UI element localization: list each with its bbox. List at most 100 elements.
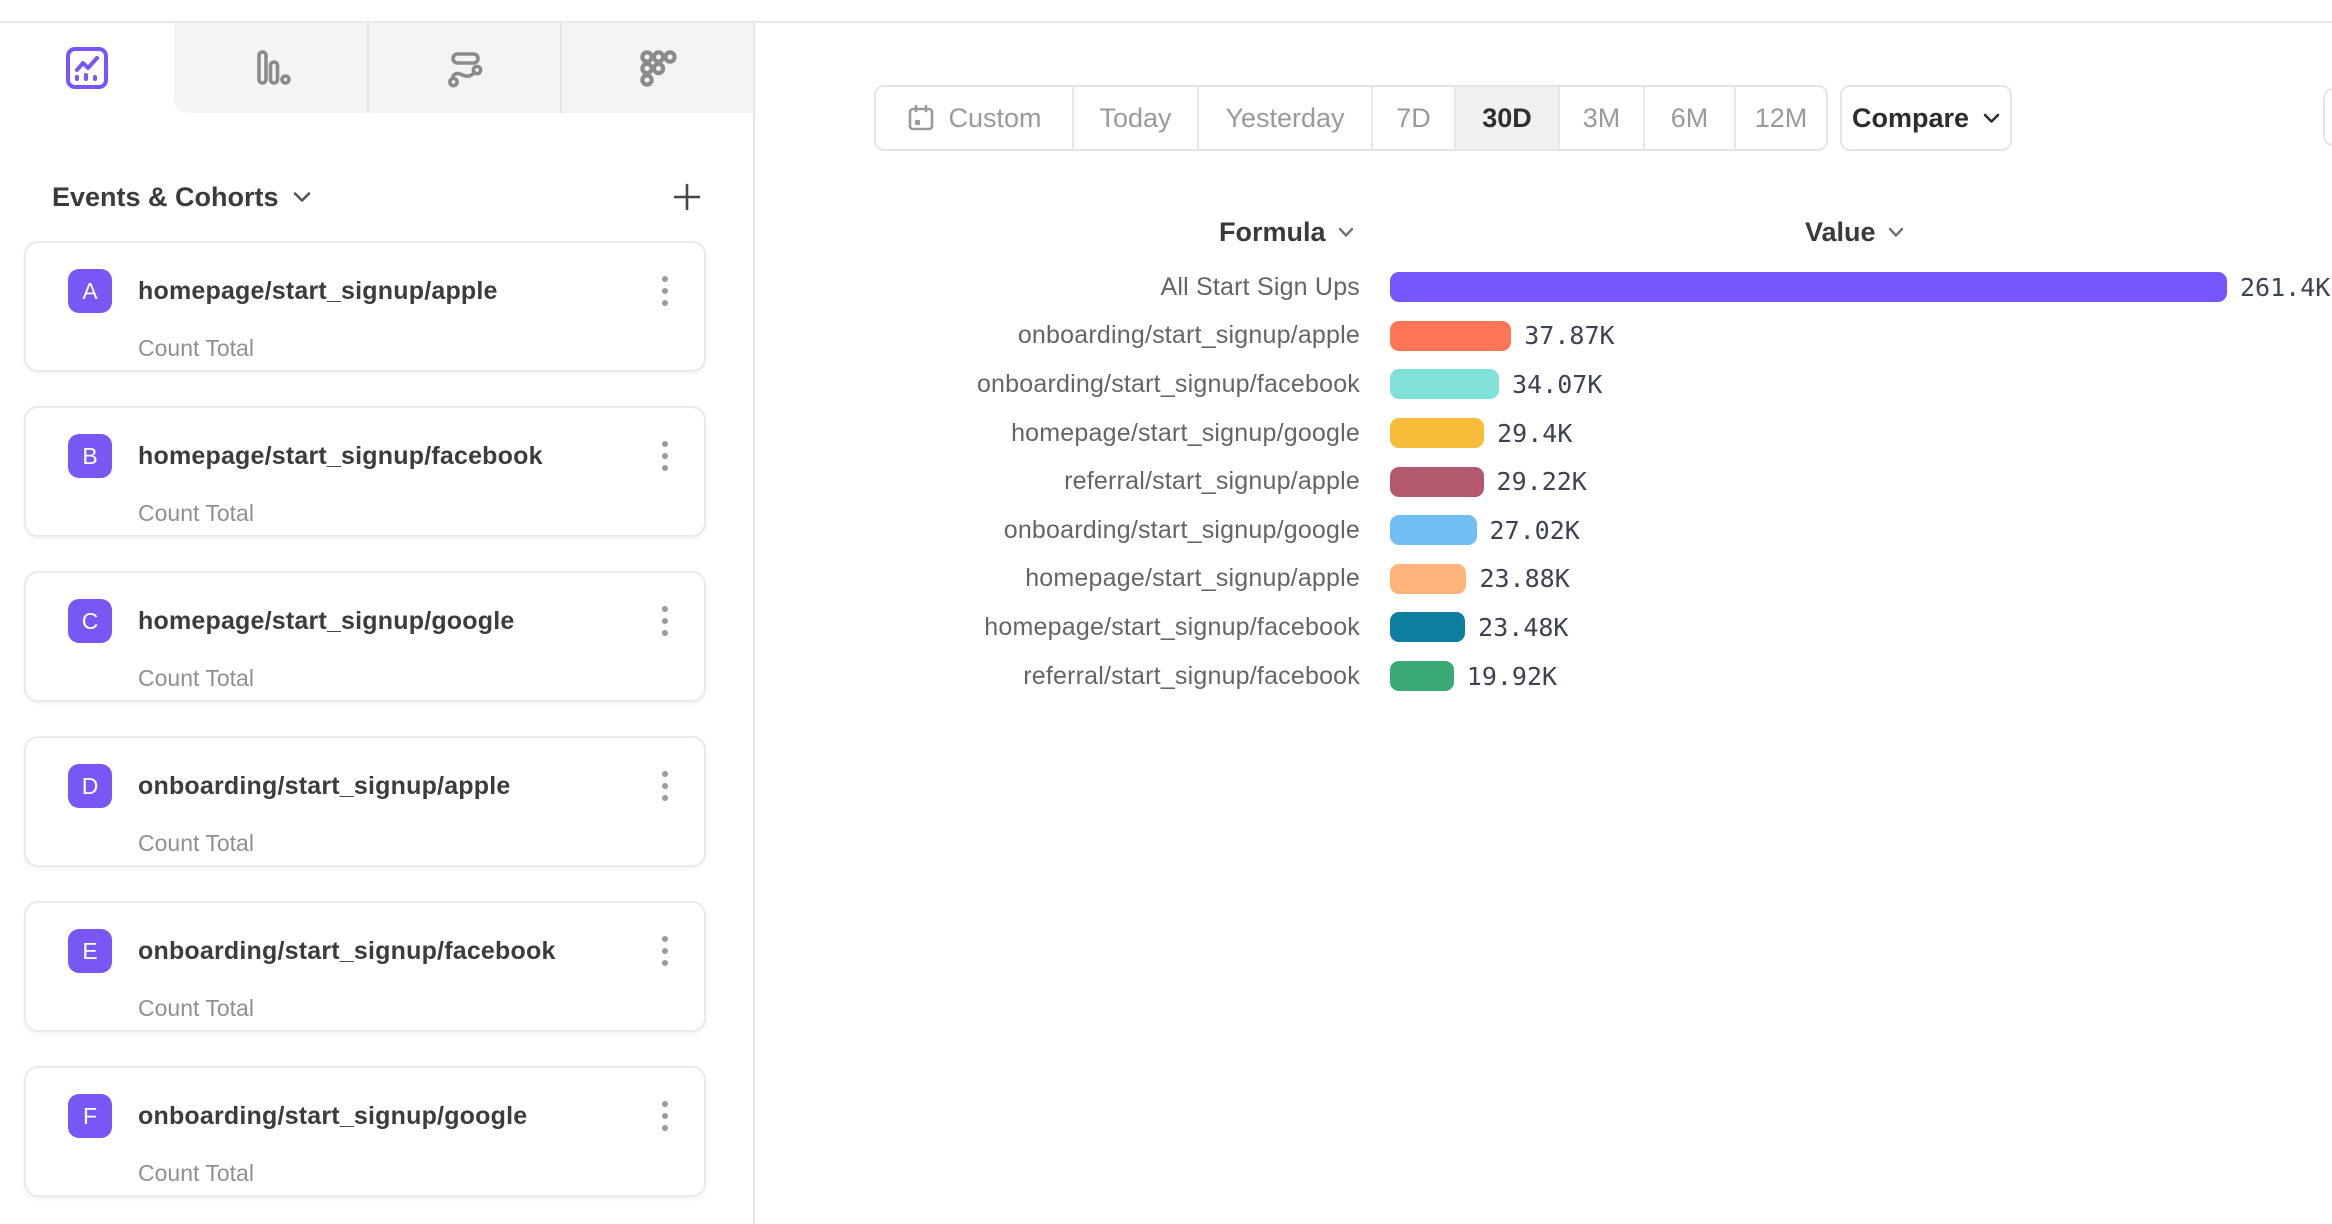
date-range-custom[interactable]: Custom (876, 87, 1072, 149)
chart-row: onboarding/start_signup/facebook 34.07K (760, 360, 2332, 409)
bar[interactable] (1390, 563, 1467, 594)
event-badge: E (68, 929, 112, 973)
bar-value: 27.02K (1489, 515, 1580, 545)
formula-header-label: Formula (1219, 217, 1326, 247)
formula-column-header[interactable]: Formula (1219, 217, 1354, 248)
clipped-right-button[interactable] (2323, 88, 2332, 146)
tab-insights[interactable] (0, 23, 174, 113)
date-range-label: 12M (1754, 102, 1808, 133)
event-metric[interactable]: Count Total (138, 500, 254, 526)
event-name: homepage/start_signup/facebook (138, 441, 543, 470)
bar[interactable] (1390, 515, 1477, 546)
kebab-menu-icon[interactable] (656, 1097, 674, 1135)
event-name: homepage/start_signup/apple (138, 276, 498, 305)
bar[interactable] (1390, 661, 1454, 692)
chart-row: referral/start_signup/facebook 19.92K (760, 652, 2332, 701)
date-range-label: 7D (1396, 102, 1431, 133)
events-cohorts-dropdown[interactable]: Events & Cohorts (52, 182, 311, 213)
tab-retention[interactable] (560, 23, 753, 113)
chart-row: referral/start_signup/apple 29.22K (760, 457, 2332, 506)
event-name: onboarding/start_signup/google (138, 1101, 528, 1130)
section-title: Events & Cohorts (52, 181, 279, 212)
date-range-label: 3M (1582, 102, 1621, 133)
chart-row: All Start Sign Ups 261.4K (760, 263, 2332, 312)
bar[interactable] (1390, 320, 1512, 351)
compare-label: Compare (1851, 102, 1970, 133)
bar[interactable] (1390, 272, 2227, 303)
bar[interactable] (1390, 612, 1466, 643)
inactive-tabs-group (174, 23, 753, 113)
date-range-yesterday[interactable]: Yesterday (1197, 87, 1371, 149)
date-range-label: 6M (1670, 102, 1709, 133)
date-range-3m[interactable]: 3M (1558, 87, 1643, 149)
event-card-b[interactable]: B homepage/start_signup/facebook Count T… (24, 406, 706, 537)
chevron-down-icon (1983, 113, 2000, 124)
kebab-menu-icon[interactable] (656, 767, 674, 805)
event-card-c[interactable]: C homepage/start_signup/google Count Tot… (24, 571, 706, 702)
insights-line-chart-icon (63, 44, 111, 92)
date-range-label: Custom (948, 102, 1042, 133)
date-range-today[interactable]: Today (1072, 87, 1197, 149)
event-metric[interactable]: Count Total (138, 335, 254, 361)
bar[interactable] (1390, 369, 1500, 400)
chevron-down-icon (1888, 227, 1904, 238)
bar[interactable] (1390, 466, 1484, 497)
flow-icon (441, 44, 489, 92)
series-label: onboarding/start_signup/facebook (976, 369, 1360, 398)
event-badge: C (68, 599, 112, 643)
horizontal-bar-chart: All Start Sign Ups 261.4K onboarding/sta… (760, 263, 2332, 700)
chart-row: onboarding/start_signup/apple 37.87K (760, 312, 2332, 361)
event-metric[interactable]: Count Total (138, 1160, 254, 1186)
bar[interactable] (1390, 418, 1485, 449)
bar-value: 34.07K (1512, 369, 1603, 399)
event-metric[interactable]: Count Total (138, 995, 254, 1021)
bar-value: 19.92K (1466, 661, 1558, 691)
date-range-control: Custom Today Yesterday 7D 30D 3M 6M 12M (874, 85, 1828, 151)
event-card-d[interactable]: D onboarding/start_signup/apple Count To… (24, 736, 706, 867)
kebab-menu-icon[interactable] (656, 932, 674, 970)
event-card-list: A homepage/start_signup/apple Count Tota… (24, 241, 706, 1197)
series-label: homepage/start_signup/google (1011, 418, 1360, 447)
event-metric[interactable]: Count Total (138, 830, 254, 856)
chevron-down-icon (1338, 227, 1354, 238)
chart-row: onboarding/start_signup/google 27.02K (760, 506, 2332, 555)
chevron-down-icon (293, 191, 311, 203)
tab-flow[interactable] (367, 23, 560, 113)
bar-value: 29.22K (1496, 467, 1587, 497)
event-name: onboarding/start_signup/apple (138, 771, 511, 800)
bar-value: 261.4K (2240, 272, 2331, 302)
chart-row: homepage/start_signup/facebook 23.48K (760, 603, 2332, 652)
kebab-menu-icon[interactable] (656, 272, 674, 310)
bar-value: 23.48K (1478, 612, 1569, 642)
value-column-header[interactable]: Value (1805, 217, 1904, 248)
series-label: homepage/start_signup/apple (1025, 564, 1360, 593)
report-type-tabstrip (0, 23, 753, 113)
event-metric[interactable]: Count Total (138, 665, 254, 691)
event-name: onboarding/start_signup/facebook (138, 936, 556, 965)
query-builder-sidebar: Events & Cohorts A homepage/start_signup… (0, 23, 755, 1224)
funnel-dots-icon (634, 44, 682, 92)
add-event-button[interactable] (669, 179, 705, 215)
event-card-a[interactable]: A homepage/start_signup/apple Count Tota… (24, 241, 706, 372)
event-card-e[interactable]: E onboarding/start_signup/facebook Count… (24, 901, 706, 1032)
bar-chart-icon (247, 44, 295, 92)
chart-row: homepage/start_signup/apple 23.88K (760, 555, 2332, 604)
kebab-menu-icon[interactable] (656, 437, 674, 475)
chart-row: homepage/start_signup/google 29.4K (760, 409, 2332, 458)
event-card-f[interactable]: F onboarding/start_signup/google Count T… (24, 1066, 706, 1197)
series-label: onboarding/start_signup/apple (1017, 321, 1360, 350)
kebab-menu-icon[interactable] (656, 602, 674, 640)
date-range-12m[interactable]: 12M (1734, 87, 1826, 149)
date-range-30d[interactable]: 30D (1454, 87, 1558, 149)
date-range-6m[interactable]: 6M (1643, 87, 1734, 149)
event-badge: D (68, 764, 112, 808)
value-header-label: Value (1805, 217, 1876, 247)
compare-button[interactable]: Compare (1840, 85, 2012, 151)
series-label: All Start Sign Ups (1160, 272, 1360, 301)
bar-value: 29.4K (1497, 418, 1573, 448)
series-label: referral/start_signup/apple (1064, 467, 1360, 496)
date-range-7d[interactable]: 7D (1371, 87, 1454, 149)
event-badge: A (68, 269, 112, 313)
tab-bar-chart[interactable] (174, 23, 367, 113)
